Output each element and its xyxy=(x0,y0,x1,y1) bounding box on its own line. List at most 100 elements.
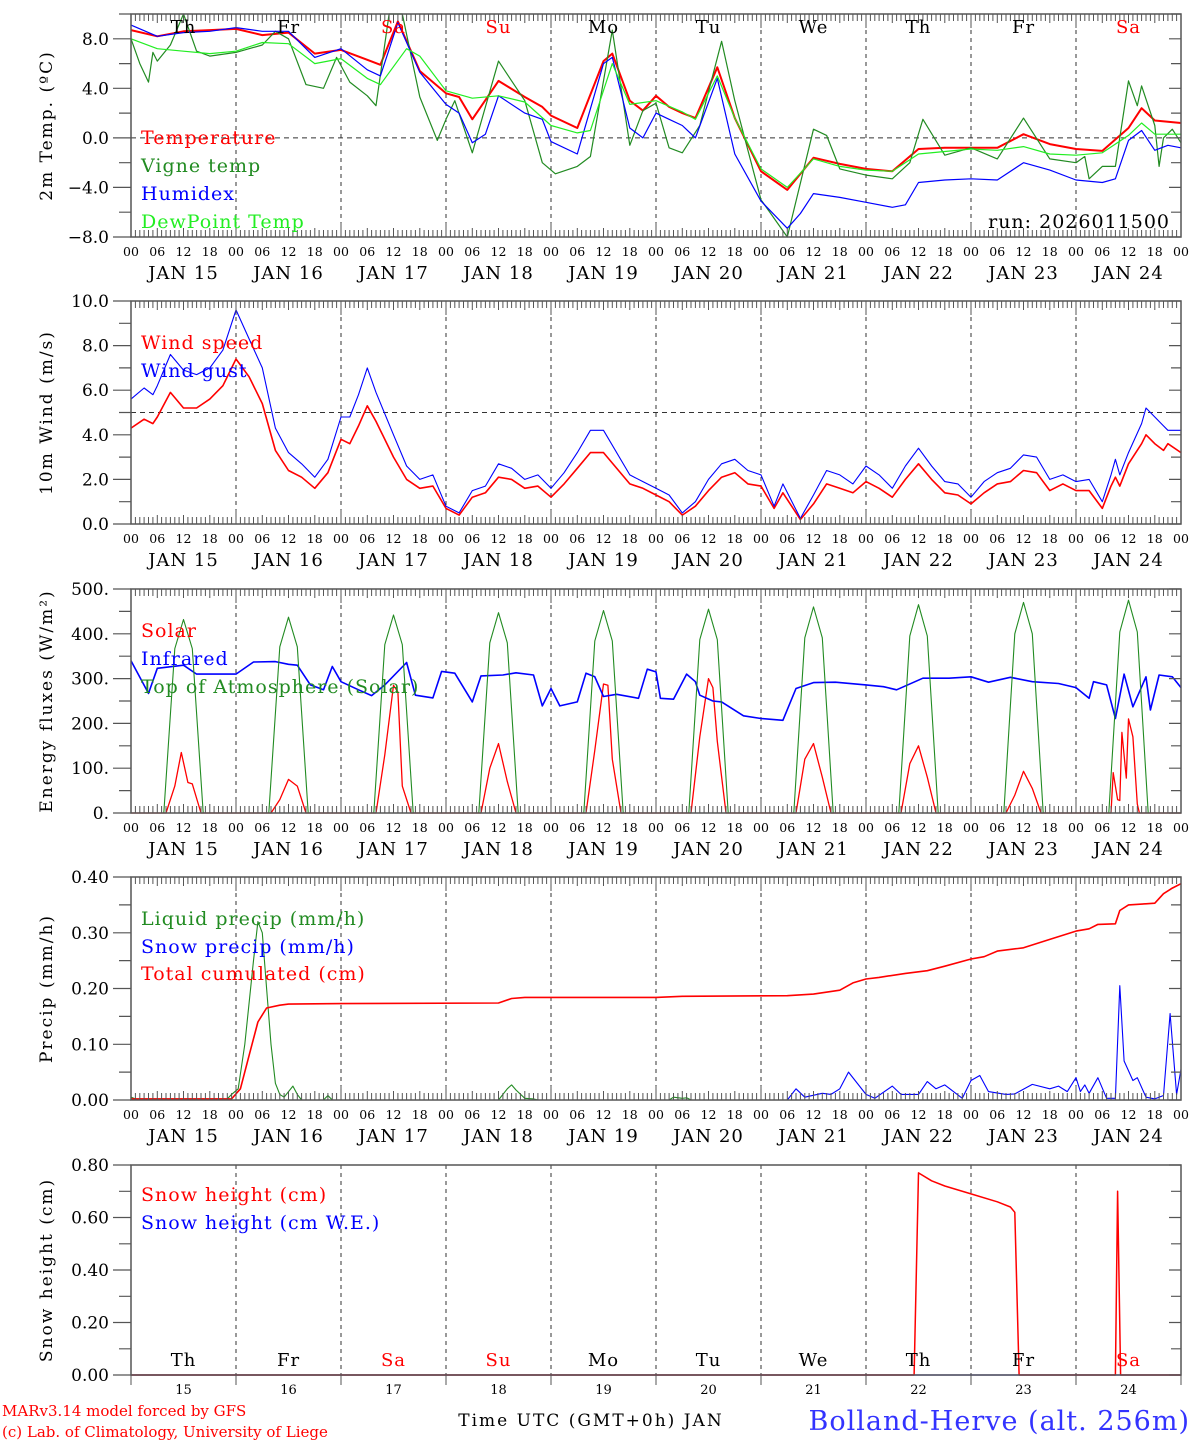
x-date-label: JAN 23 xyxy=(986,839,1059,860)
x-hour-label: 06 xyxy=(149,244,165,259)
y-tick-label: 300. xyxy=(71,670,109,690)
x-hour-label: 12 xyxy=(1121,1107,1137,1122)
x-day-number: 21 xyxy=(805,1383,822,1398)
x-date-label: JAN 23 xyxy=(986,550,1059,571)
x-hour-label: 18 xyxy=(622,244,638,259)
x-date-label: JAN 22 xyxy=(881,550,954,571)
x-date-label: JAN 16 xyxy=(251,550,324,571)
y-tick-label: 0. xyxy=(93,804,109,824)
x-hour-label: 18 xyxy=(727,531,743,546)
x-hour-label: 00 xyxy=(1068,531,1084,546)
y-tick-label: 0.00 xyxy=(71,1366,109,1386)
x-hour-label: 18 xyxy=(622,531,638,546)
x-axis-ticks xyxy=(130,14,1182,237)
y-tick-label: 0.10 xyxy=(71,1035,109,1055)
x-date-label: JAN 22 xyxy=(881,1126,954,1147)
series-line-snow-precip-mm-h- xyxy=(131,985,1182,1101)
x-hour-label: 00 xyxy=(543,531,559,546)
x-hour-label: 06 xyxy=(464,820,480,835)
x-hour-label: 06 xyxy=(884,820,900,835)
x-hour-label: 18 xyxy=(517,820,533,835)
x-hour-label: 12 xyxy=(806,531,822,546)
x-hour-label: 12 xyxy=(596,820,612,835)
x-hour-label: 18 xyxy=(412,820,428,835)
x-hour-label: 06 xyxy=(779,244,795,259)
x-hour-label: 00 xyxy=(333,1107,349,1122)
y-axis-ticks xyxy=(113,588,1181,814)
x-hour-label: 06 xyxy=(254,531,270,546)
x-hour-label: 00 xyxy=(228,1107,244,1122)
x-hour-label: 00 xyxy=(753,531,769,546)
x-hour-label: 06 xyxy=(884,531,900,546)
x-hour-label: 12 xyxy=(911,244,927,259)
x-hour-label: 06 xyxy=(254,820,270,835)
x-hour-label: 00 xyxy=(438,820,454,835)
x-hour-label: 06 xyxy=(674,244,690,259)
x-hour-label: 00 xyxy=(228,820,244,835)
x-date-label: JAN 23 xyxy=(986,263,1059,284)
y-tick-label: 200. xyxy=(71,714,109,734)
legend-entry: Solar xyxy=(141,620,197,642)
x-hour-label: 00 xyxy=(438,244,454,259)
x-hour-label: 12 xyxy=(596,531,612,546)
weekday-label: Fr xyxy=(277,1350,300,1371)
x-hour-label: 18 xyxy=(412,244,428,259)
x-hour-label: 12 xyxy=(1121,531,1137,546)
run-label: run: 2026011500 xyxy=(988,211,1170,233)
x-axis-day-ticks xyxy=(130,1375,1182,1385)
x-hour-label: 06 xyxy=(989,820,1005,835)
x-hour-label: 00 xyxy=(648,244,664,259)
x-date-label: JAN 20 xyxy=(671,550,744,571)
x-hour-label: 12 xyxy=(911,820,927,835)
x-date-label: JAN 24 xyxy=(1091,550,1164,571)
x-hour-label: 00 xyxy=(123,244,139,259)
x-hour-label: 12 xyxy=(806,1107,822,1122)
legend-entry: Humidex xyxy=(141,183,235,205)
x-date-label: JAN 24 xyxy=(1091,1126,1164,1147)
y-tick-label: 8.0 xyxy=(82,337,109,357)
x-hour-label: 06 xyxy=(149,820,165,835)
x-hour-label: 18 xyxy=(1147,531,1163,546)
x-hour-label: 00 xyxy=(858,244,874,259)
x-hour-label: 06 xyxy=(359,244,375,259)
x-hour-label: 12 xyxy=(911,531,927,546)
panel-3: 500. 400. 300. 200. 100. 0. Energy fluxes (W/m… xyxy=(37,580,1189,860)
x-date-label: JAN 22 xyxy=(881,263,954,284)
x-hour-label: 00 xyxy=(1068,820,1084,835)
x-hour-label: 00 xyxy=(858,531,874,546)
series-line-infrared xyxy=(130,660,1182,722)
x-hour-label: 00 xyxy=(543,1107,559,1122)
x-date-label: JAN 19 xyxy=(566,550,639,571)
x-hour-label: 18 xyxy=(1042,820,1058,835)
x-date-label: JAN 16 xyxy=(251,839,324,860)
x-hour-label: 06 xyxy=(674,1107,690,1122)
x-date-label: JAN 20 xyxy=(671,839,744,860)
x-hour-label: 18 xyxy=(1042,531,1058,546)
y-tick-label: 0.60 xyxy=(71,1209,109,1229)
x-hour-label: 18 xyxy=(202,820,218,835)
y-tick-label: 400. xyxy=(71,625,109,645)
x-hour-label: 12 xyxy=(386,244,402,259)
y-tick-label: −4.0 xyxy=(68,178,109,198)
y-tick-label: 0.40 xyxy=(71,1261,109,1281)
weekday-label: Sa xyxy=(1116,1350,1141,1371)
x-hour-label: 18 xyxy=(727,1107,743,1122)
x-hour-label: 00 xyxy=(333,244,349,259)
x-hour-label: 12 xyxy=(176,531,192,546)
x-hour-label: 00 xyxy=(228,531,244,546)
weekday-label: Fr xyxy=(1012,17,1035,38)
x-hour-label: 18 xyxy=(202,1107,218,1122)
x-hour-label: 06 xyxy=(884,1107,900,1122)
x-hour-label: 06 xyxy=(779,1107,795,1122)
x-hour-label: 18 xyxy=(727,244,743,259)
weekday-label: Su xyxy=(486,1350,512,1371)
panel-5: 0.80 0.60 0.40 0.20 0.00 Snow height (cm) Snow… xyxy=(37,1156,1182,1398)
legend-entry: Snow precip (mm/h) xyxy=(141,936,355,958)
x-hour-label: 12 xyxy=(1016,820,1032,835)
x-hour-label: 12 xyxy=(176,244,192,259)
x-hour-label: 06 xyxy=(989,244,1005,259)
x-hour-label: 18 xyxy=(517,1107,533,1122)
x-date-label: JAN 15 xyxy=(146,263,219,284)
x-day-number: 23 xyxy=(1015,1383,1032,1398)
x-hour-label: 06 xyxy=(884,244,900,259)
